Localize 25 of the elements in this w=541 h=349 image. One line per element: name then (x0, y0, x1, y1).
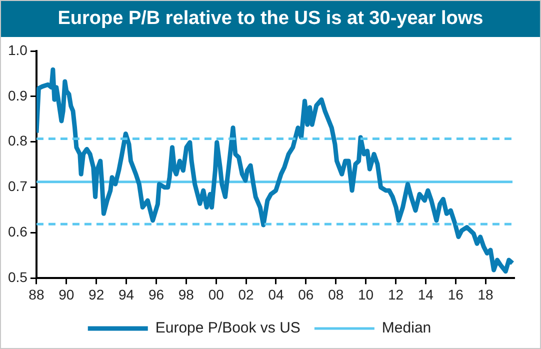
x-tick-label: 90 (58, 286, 74, 302)
y-tick-label: 1.0 (8, 42, 28, 58)
x-tick-label: 04 (268, 286, 284, 302)
x-tick-label: 16 (448, 286, 464, 302)
x-tick-label: 18 (478, 286, 494, 302)
legend-label: Europe P/Book vs US (155, 320, 300, 337)
x-tick-label: 02 (238, 286, 254, 302)
y-tick-label: 0.7 (8, 178, 28, 194)
x-tick-label: 92 (88, 286, 104, 302)
y-tick-label: 0.6 (8, 224, 28, 240)
x-tick-label: 94 (118, 286, 134, 302)
y-tick-label: 0.9 (8, 87, 28, 104)
x-tick-label: 08 (328, 286, 344, 302)
x-tick-label: 98 (178, 286, 194, 302)
y-tick-label: 0.8 (8, 132, 28, 149)
x-tick-label: 96 (148, 286, 164, 302)
x-tick-label: 14 (418, 286, 434, 302)
x-tick-label: 10 (358, 286, 374, 302)
legend-label: Median (382, 320, 432, 337)
chart-title: Europe P/B relative to the US is at 30-year lows (1, 1, 540, 37)
x-tick-label: 06 (298, 286, 314, 302)
y-tick-label: 0.5 (8, 269, 28, 286)
x-tick-label: 00 (208, 286, 224, 302)
x-tick-label: 12 (388, 286, 404, 302)
x-tick-label: 88 (28, 286, 44, 302)
